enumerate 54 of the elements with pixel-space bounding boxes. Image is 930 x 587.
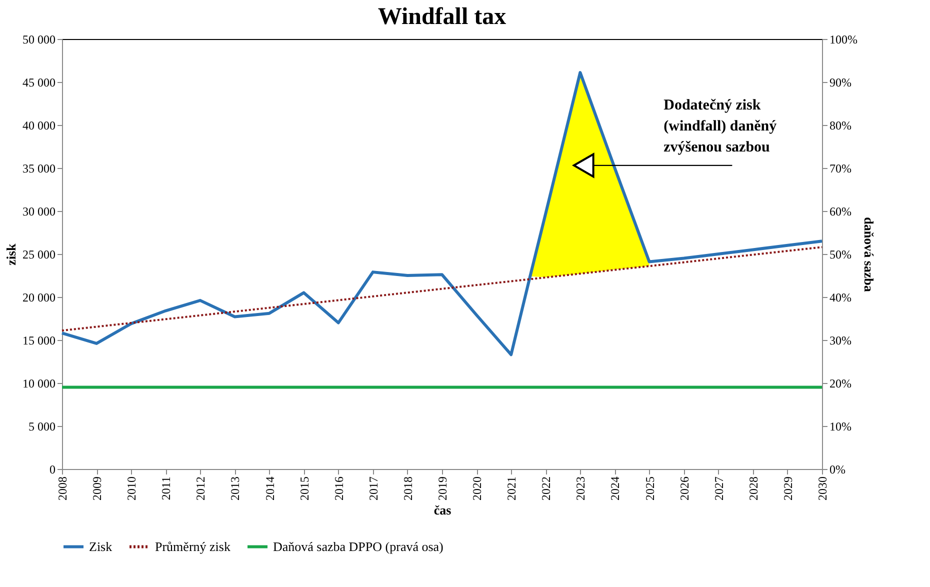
y-tick-label: 20 000 xyxy=(22,290,56,304)
x-tick-label: 2012 xyxy=(194,476,208,500)
y2-tick-label: 50% xyxy=(830,248,852,262)
x-tick-label: 2010 xyxy=(124,476,139,500)
x-tick-label: 2022 xyxy=(539,476,554,500)
y2-tick-label: 80% xyxy=(830,118,852,132)
x-tick-label: 2008 xyxy=(56,476,70,500)
x-tick-label: 2027 xyxy=(712,476,726,500)
x-tick-label: 2026 xyxy=(677,476,692,500)
y2-tick-label: 60% xyxy=(830,204,852,218)
x-tick-label: 2029 xyxy=(780,476,795,500)
x-tick-label: 2020 xyxy=(470,476,484,500)
chart-title: Windfall tax xyxy=(378,4,506,30)
annotation: Dodatečný zisk (windfall) daněný zvýšenou sazbou xyxy=(664,97,778,156)
y2-tick-label: 30% xyxy=(830,334,852,348)
line-series xyxy=(60,71,824,356)
x-tick-label: 2030 xyxy=(816,476,830,500)
legend-label: Průměrný zisk xyxy=(155,538,231,554)
y-tick-label: 15 000 xyxy=(22,334,56,348)
x-tick-label: 2014 xyxy=(262,476,277,500)
y-tick-label: 30 000 xyxy=(22,204,56,218)
y2-tick-label: 100% xyxy=(830,32,858,46)
y-tick-label: 45 000 xyxy=(22,76,56,90)
legend-label: Daňová sazba DPPO (pravá osa) xyxy=(273,538,444,554)
x-tick-label: 2024 xyxy=(608,476,622,500)
y2-tick-label: 40% xyxy=(830,290,852,304)
y2-tick-label: 90% xyxy=(830,76,852,90)
y-tick-label: 40 000 xyxy=(22,118,56,132)
x-tick-label: 2021 xyxy=(504,476,519,500)
y2-tick-label: 70% xyxy=(830,162,852,176)
x-tick-label: 2028 xyxy=(746,476,760,500)
y-tick-label: 35 000 xyxy=(22,162,56,176)
x-axis-title: čas xyxy=(434,502,452,518)
y-tick-label: 10 000 xyxy=(22,376,56,390)
x-tick-label: 2017 xyxy=(366,476,380,500)
x-tick-label: 2019 xyxy=(436,476,450,500)
y-tick-label: 5 000 xyxy=(28,420,56,434)
y-tick-label: 0 xyxy=(50,462,56,476)
x-tick-label: 2016 xyxy=(332,476,346,500)
y-tick-label: 50 000 xyxy=(22,32,56,46)
x-tick-label: 2015 xyxy=(297,476,312,500)
legend-label: Zisk xyxy=(89,538,113,554)
x-tick-label: 2018 xyxy=(400,476,415,500)
x-tick-label: 2025 xyxy=(642,476,657,500)
x-tick-label: 2011 xyxy=(159,476,174,500)
y2-tick-label: 20% xyxy=(830,376,852,390)
x-tick-label: 2009 xyxy=(90,476,104,500)
y-tick-label: 25 000 xyxy=(22,248,56,262)
x-tick-label: 2023 xyxy=(574,476,588,500)
x-tick-label: 2013 xyxy=(228,476,242,500)
y2-tick-label: 10% xyxy=(830,420,852,434)
y-axis-title: zisk xyxy=(4,242,18,266)
y2-axis-title: daňová sazba xyxy=(861,217,876,292)
y2-tick-label: 0% xyxy=(830,462,846,476)
